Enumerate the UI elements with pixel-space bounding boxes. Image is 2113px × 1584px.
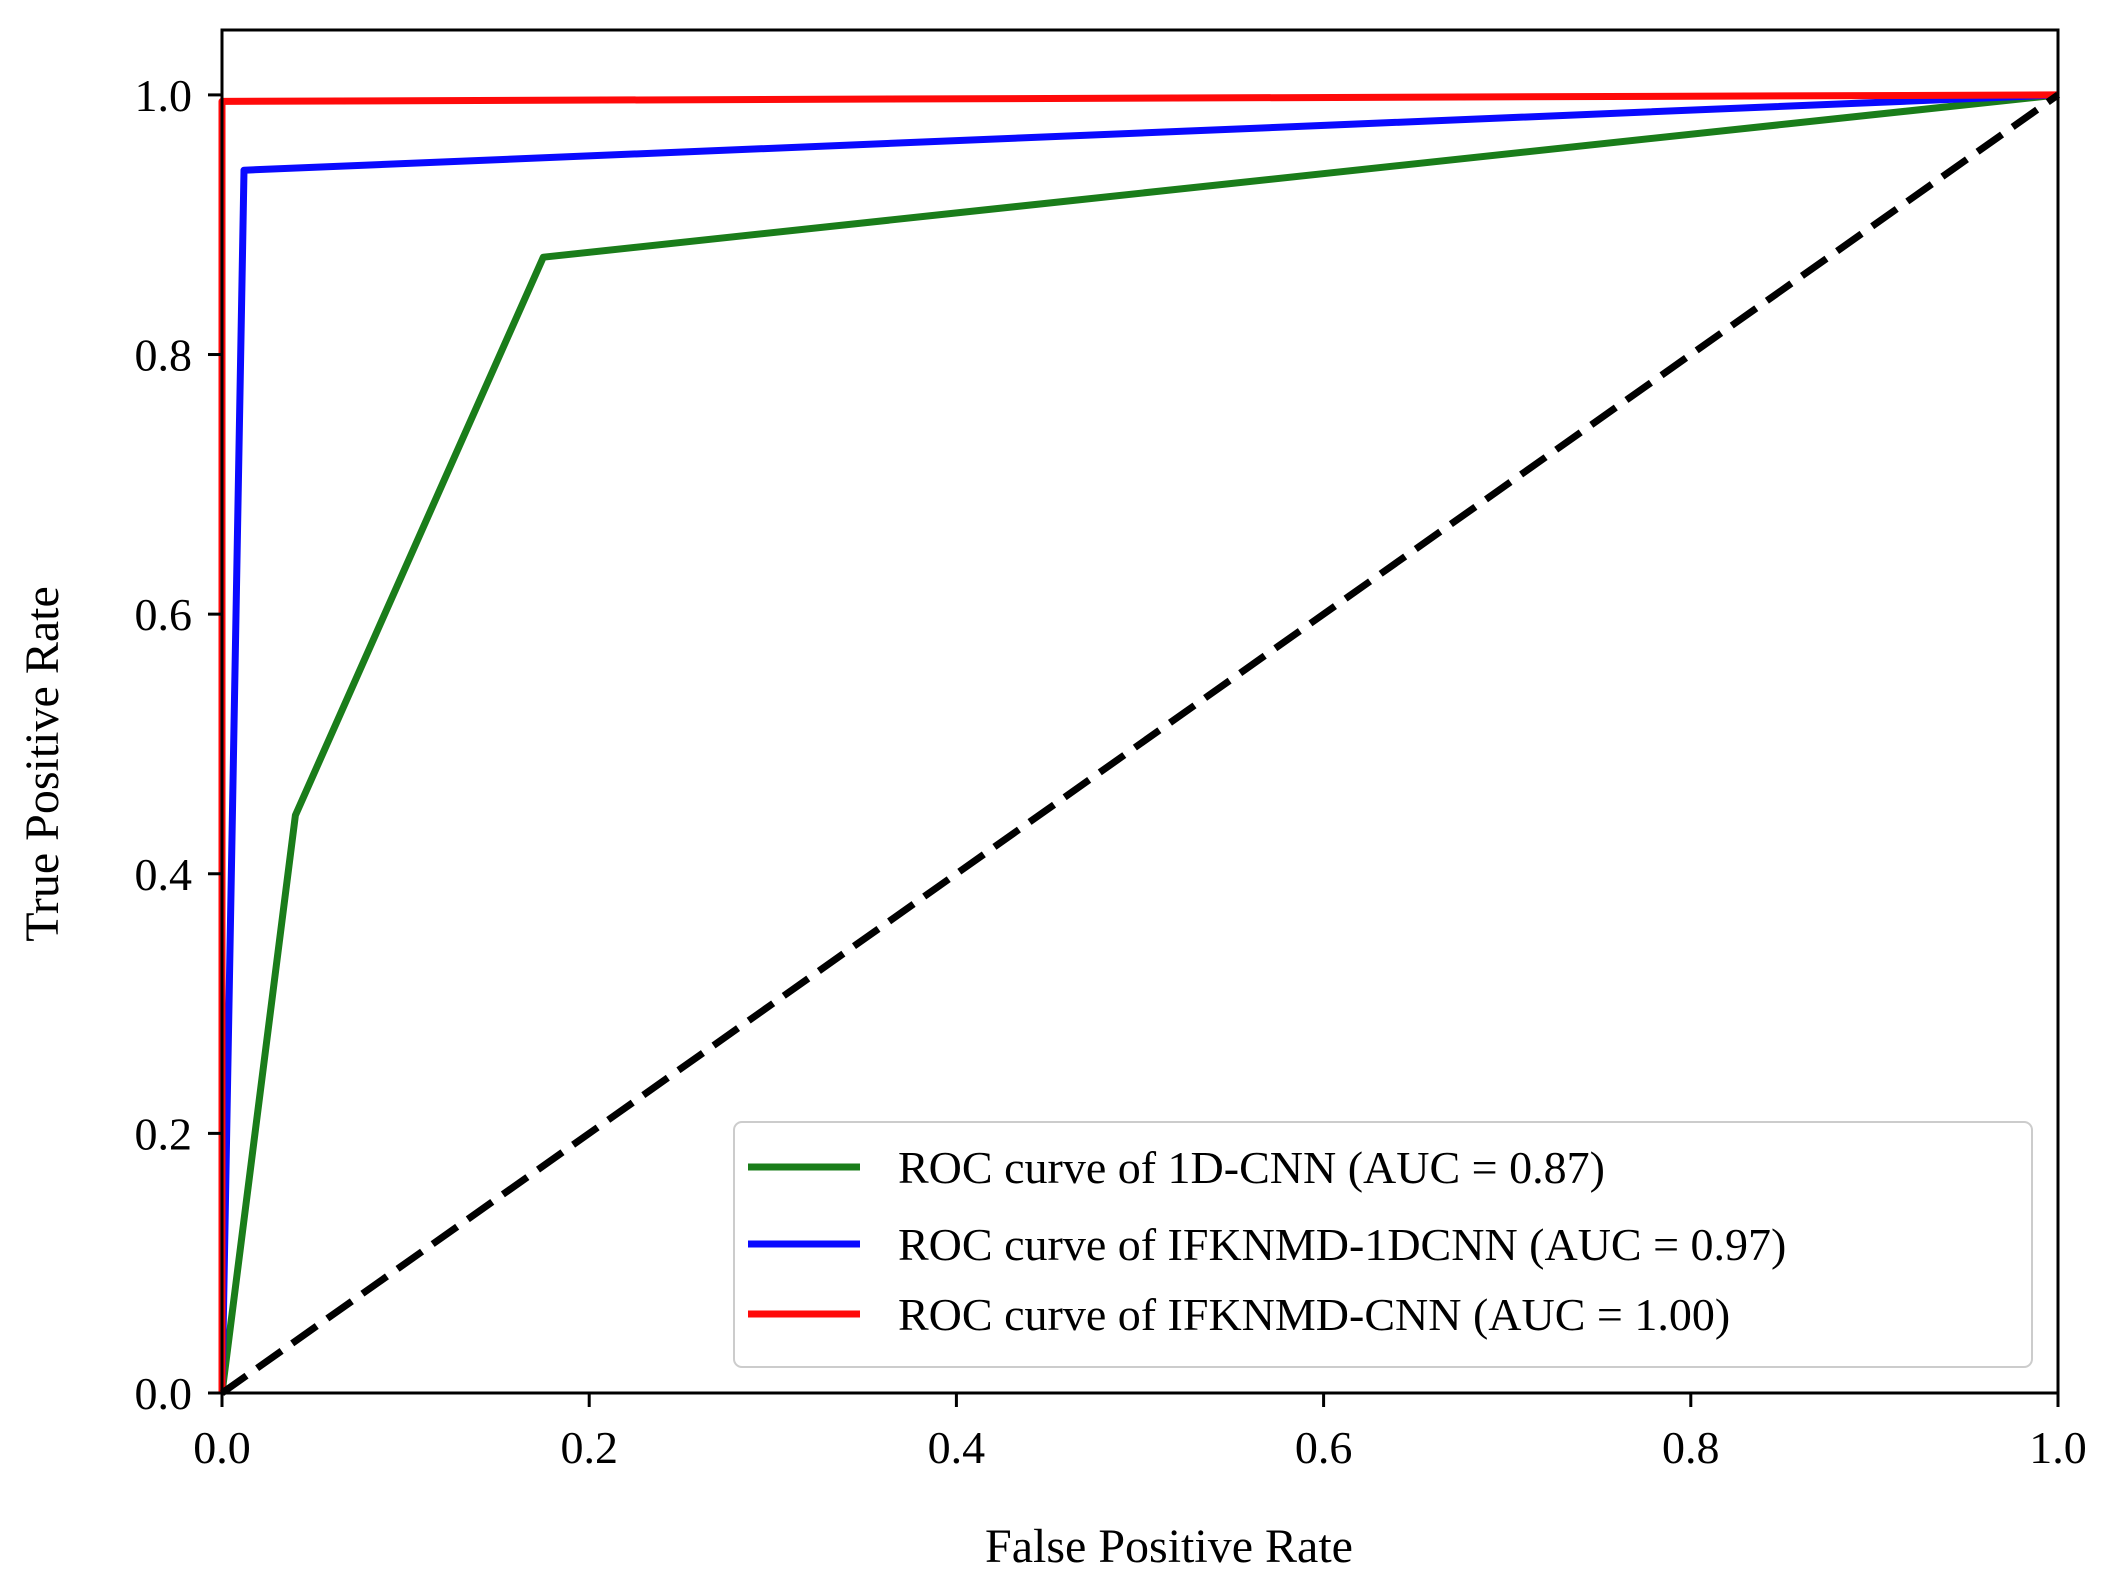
- series-line-1: [218, 91, 2059, 1394]
- legend-label: ROC curve of 1D-CNN (AUC = 0.87): [898, 1142, 1605, 1193]
- y-axis-ticks: 0.0 0.2 0.4 0.6 0.8 1.0: [135, 70, 222, 1419]
- legend: ROC curve of 1D-CNN (AUC = 0.87) ROC curv…: [733, 1121, 2033, 1368]
- plot-area-border: [220, 28, 2060, 1395]
- y-tick-label: 0.6: [135, 589, 193, 640]
- axes-frame: [220, 28, 2060, 1395]
- chance-diagonal-line: [219, 92, 2061, 1396]
- x-tick-label: 0.4: [928, 1422, 986, 1473]
- legend-entries: ROC curve of 1D-CNN (AUC = 0.87) ROC curv…: [748, 1142, 1786, 1340]
- legend-label: ROC curve of IFKNMD-1DCNN (AUC = 0.97): [898, 1219, 1786, 1270]
- x-tick-label: 0.2: [560, 1422, 618, 1473]
- y-tick-label: 0.2: [135, 1108, 193, 1159]
- y-tick-label: 0.0: [135, 1368, 193, 1419]
- legend-box: [733, 1121, 2033, 1368]
- x-tick-label: 0.8: [1662, 1422, 1720, 1473]
- series-line-0: [218, 91, 2059, 1394]
- x-tick-label: 1.0: [2029, 1422, 2087, 1473]
- y-tick-label: 1.0: [135, 70, 193, 121]
- x-axis-label: False Positive Rate: [985, 1520, 1353, 1573]
- y-axis-label: True Positive Rate: [16, 586, 69, 942]
- x-tick-label: 0.0: [193, 1422, 251, 1473]
- y-tick-label: 0.4: [135, 849, 193, 900]
- x-axis-ticks: 0.0 0.2 0.4 0.6 0.8 1.0: [193, 1393, 2087, 1473]
- x-tick-label: 0.6: [1295, 1422, 1353, 1473]
- y-tick-label: 0.8: [135, 330, 193, 381]
- legend-label: ROC curve of IFKNMD-CNN (AUC = 1.00): [898, 1289, 1730, 1340]
